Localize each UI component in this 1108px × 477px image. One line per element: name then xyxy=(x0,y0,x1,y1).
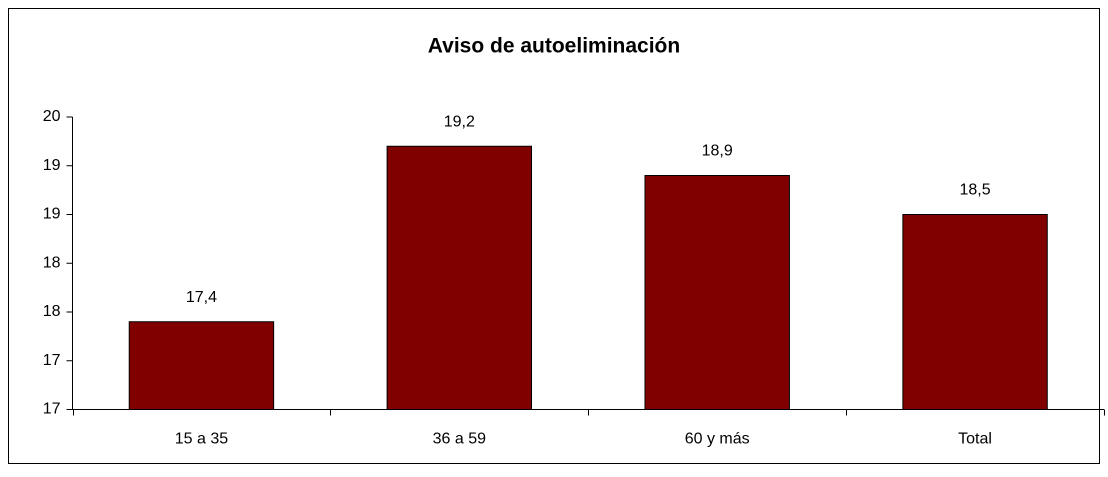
x-tick-label: 36 a 59 xyxy=(433,431,486,448)
y-tick-label: 19 xyxy=(43,157,61,174)
x-tick-label: Total xyxy=(958,431,992,448)
y-tick-label: 20 xyxy=(43,108,61,125)
y-tick-label: 17 xyxy=(43,352,61,369)
value-label: 18,5 xyxy=(959,182,990,199)
value-label: 19,2 xyxy=(444,113,475,130)
chart-title: Aviso de autoeliminación xyxy=(428,35,680,58)
bar xyxy=(644,175,790,410)
y-tick-label: 18 xyxy=(43,303,61,320)
value-label: 18,9 xyxy=(702,143,733,160)
bar xyxy=(386,145,533,410)
y-tick-label: 18 xyxy=(43,254,61,271)
bar xyxy=(902,214,1048,410)
bar xyxy=(128,321,275,410)
value-label: 17,4 xyxy=(186,289,217,306)
y-tick-label: 19 xyxy=(43,206,61,223)
x-tick-label: 60 y más xyxy=(685,431,750,448)
y-tick-label: 17 xyxy=(43,401,61,418)
x-tick-label: 15 a 35 xyxy=(175,431,228,448)
